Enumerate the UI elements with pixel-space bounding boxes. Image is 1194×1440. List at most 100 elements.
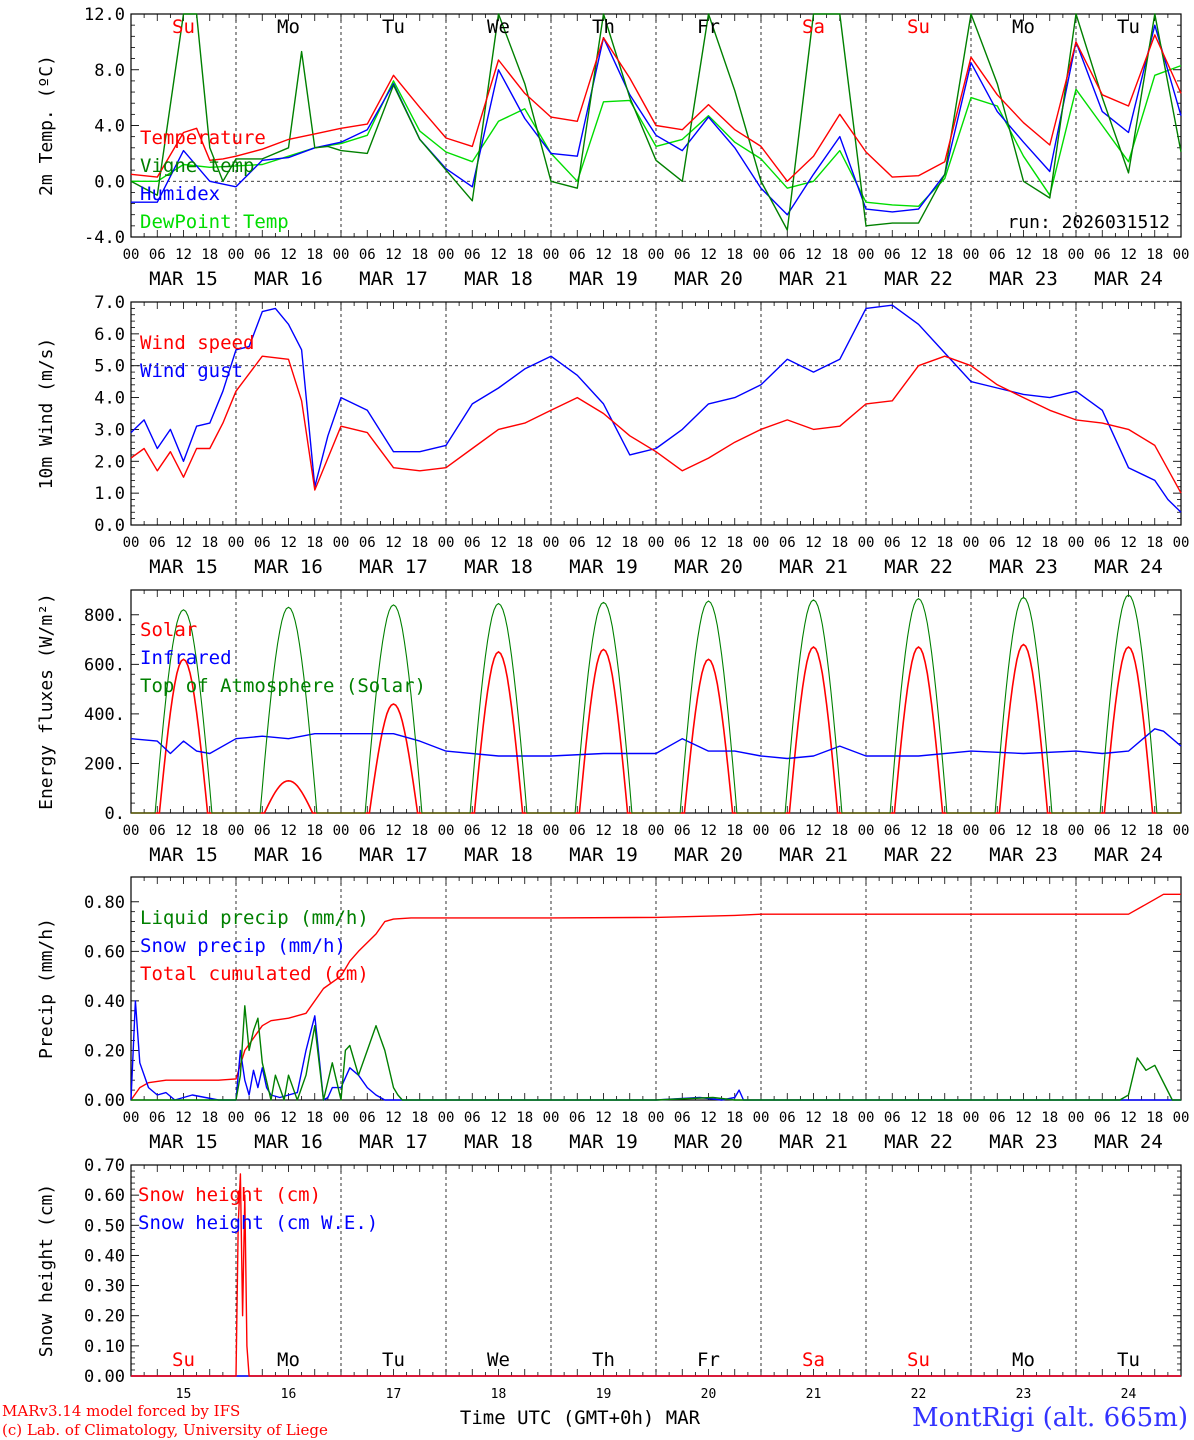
weekday-label: Tu [1117,1349,1140,1371]
x-date-label: MAR 24 [1094,268,1163,290]
x-axis-title: Time UTC (GMT+0h) MAR [460,1407,701,1429]
x-hour-label: 12 [280,535,297,551]
footer-model-label: MARv3.14 model forced by IFS [2,1402,241,1420]
x-date-label: MAR 21 [779,268,848,290]
x-date-label: MAR 16 [254,844,323,866]
x-hour-label: 06 [464,823,481,839]
x-hour-label: 12 [175,1110,192,1126]
x-hour-label: 00 [123,247,140,263]
x-hour-label: 12 [700,1110,717,1126]
day-number-label: 21 [806,1387,822,1402]
x-hour-label: 18 [726,535,743,551]
x-date-label: MAR 19 [569,844,638,866]
x-hour-label: 12 [700,823,717,839]
x-hour-label: 06 [779,1110,796,1126]
x-hour-label: 00 [963,535,980,551]
day-number-label: 15 [176,1387,192,1402]
x-hour-label: 00 [1173,1110,1190,1126]
x-hour-label: 00 [123,535,140,551]
x-hour-label: 18 [936,1110,953,1126]
x-hour-label: 12 [595,535,612,551]
y-axis-label: Precip (mm/h) [36,918,57,1059]
x-date-label: MAR 18 [464,844,533,866]
x-hour-label: 12 [490,247,507,263]
x-hour-label: 18 [936,247,953,263]
weekday-label: Mo [277,16,300,38]
weekday-label: We [487,16,510,38]
x-hour-label: 00 [228,823,245,839]
y-tick-label: 0.60 [84,942,125,962]
x-date-label: MAR 22 [884,556,953,578]
x-hour-label: 06 [464,247,481,263]
x-hour-label: 06 [359,823,376,839]
x-hour-label: 00 [753,247,770,263]
x-date-label: MAR 17 [359,1131,428,1153]
x-hour-label: 00 [543,1110,560,1126]
x-hour-label: 06 [989,823,1006,839]
x-hour-label: 00 [858,823,875,839]
y-tick-label: 0.0 [94,516,125,536]
x-hour-label: 00 [438,247,455,263]
weekday-label: Su [172,1349,195,1371]
x-hour-label: 06 [779,535,796,551]
y-tick-label: 3.0 [94,420,125,440]
x-hour-label: 12 [910,1110,927,1126]
y-tick-label: 2.0 [94,452,125,472]
x-hour-label: 06 [254,247,271,263]
x-date-label: MAR 15 [149,556,218,578]
x-hour-label: 12 [1120,247,1137,263]
x-hour-label: 00 [333,1110,350,1126]
x-date-label: MAR 21 [779,844,848,866]
y-tick-label: 0.20 [84,1307,125,1327]
legend-entry: Snow precip (mm/h) [140,935,346,957]
x-hour-label: 06 [569,1110,586,1126]
x-hour-label: 06 [779,247,796,263]
x-hour-label: 12 [1120,535,1137,551]
y-tick-label: 0.60 [84,1186,125,1206]
x-hour-label: 12 [700,535,717,551]
x-hour-label: 06 [464,535,481,551]
y-tick-label: 0.00 [84,1367,125,1387]
x-hour-label: 18 [831,535,848,551]
y-tick-label: 0.0 [94,172,125,192]
station-name: MontRigi (alt. 665m) [912,1403,1188,1433]
x-hour-label: 12 [1120,823,1137,839]
series-line-toa-solar [131,594,1181,814]
legend-entry: Snow height (cm W.E.) [138,1212,378,1234]
x-hour-label: 12 [595,823,612,839]
y-tick-label: 12.0 [84,5,125,25]
panel-frame-wind [130,301,1182,526]
x-hour-label: 12 [175,535,192,551]
x-hour-label: 06 [359,535,376,551]
x-hour-label: 00 [543,535,560,551]
x-hour-label: 18 [621,823,638,839]
x-hour-label: 18 [201,823,218,839]
x-hour-label: 12 [595,1110,612,1126]
x-date-label: MAR 20 [674,844,743,866]
x-hour-label: 00 [438,1110,455,1126]
x-hour-label: 18 [831,247,848,263]
x-hour-label: 18 [1146,1110,1163,1126]
x-hour-label: 18 [936,535,953,551]
x-date-label: MAR 22 [884,1131,953,1153]
x-hour-label: 06 [254,1110,271,1126]
x-hour-label: 06 [149,535,166,551]
x-date-label: MAR 21 [779,556,848,578]
weekday-label: Tu [1117,16,1140,38]
x-date-label: MAR 23 [989,556,1058,578]
day-number-label: 19 [596,1387,612,1402]
x-hour-label: 06 [884,1110,901,1126]
series-line-vigne-temp [130,13,1182,231]
x-hour-label: 06 [149,1110,166,1126]
x-hour-label: 18 [516,1110,533,1126]
day-number-label: 18 [491,1387,507,1402]
x-hour-label: 12 [385,1110,402,1126]
x-hour-label: 00 [123,823,140,839]
x-hour-label: 18 [306,823,323,839]
day-number-label: 23 [1016,1387,1032,1402]
x-hour-label: 06 [254,535,271,551]
x-hour-label: 12 [1015,1110,1032,1126]
x-hour-label: 06 [149,823,166,839]
x-hour-label: 06 [569,247,586,263]
x-hour-label: 00 [648,535,665,551]
